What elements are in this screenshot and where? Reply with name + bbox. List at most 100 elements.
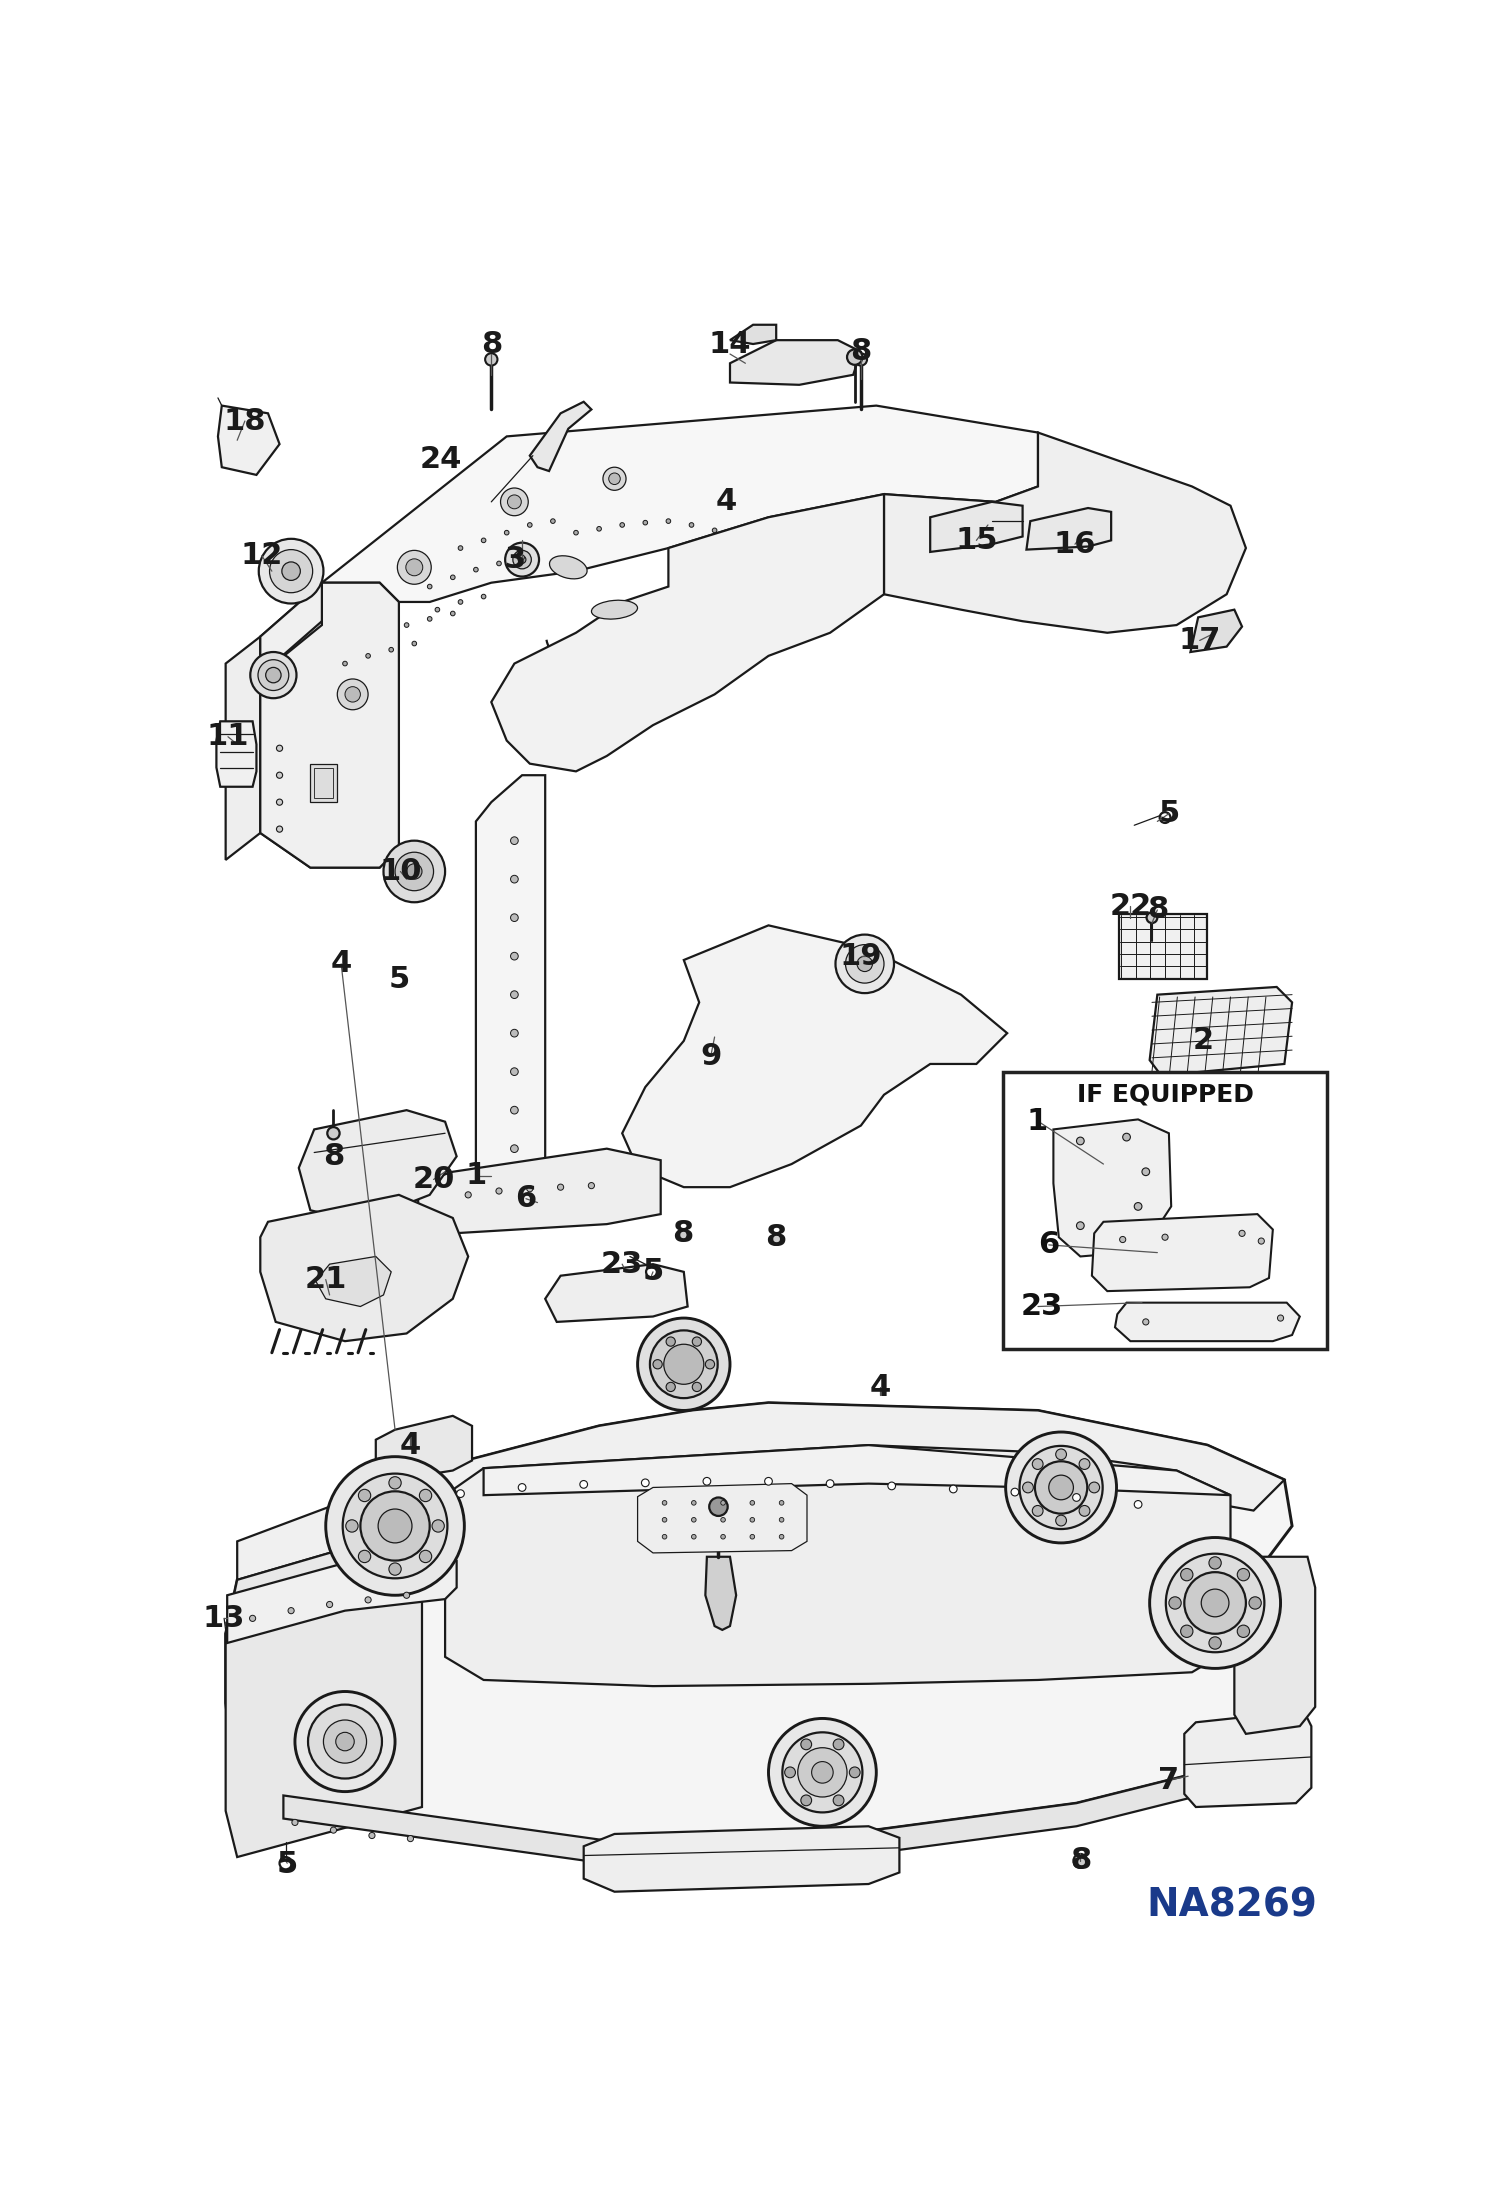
Circle shape	[511, 1068, 518, 1075]
Circle shape	[1056, 1450, 1067, 1461]
Circle shape	[277, 746, 283, 752]
Circle shape	[1180, 1568, 1192, 1581]
Polygon shape	[261, 583, 398, 675]
Circle shape	[1134, 1202, 1141, 1211]
Circle shape	[857, 956, 872, 971]
Circle shape	[481, 537, 485, 542]
Circle shape	[574, 531, 578, 535]
Circle shape	[638, 1318, 730, 1410]
Circle shape	[1165, 1553, 1264, 1651]
Text: 5: 5	[643, 1257, 664, 1287]
Circle shape	[389, 647, 394, 651]
Circle shape	[1146, 912, 1158, 923]
Circle shape	[620, 522, 625, 526]
Circle shape	[496, 1189, 502, 1195]
Circle shape	[389, 1476, 401, 1489]
Text: 19: 19	[839, 941, 882, 971]
Circle shape	[458, 546, 463, 550]
Circle shape	[324, 1719, 367, 1763]
Circle shape	[692, 1338, 701, 1347]
Polygon shape	[261, 583, 398, 868]
Circle shape	[833, 1796, 843, 1805]
Circle shape	[1049, 1476, 1074, 1500]
Circle shape	[692, 1500, 697, 1504]
Circle shape	[481, 594, 485, 599]
Circle shape	[277, 772, 283, 779]
Polygon shape	[237, 1404, 1284, 1579]
Polygon shape	[884, 432, 1246, 634]
Circle shape	[1249, 1597, 1261, 1610]
Text: 14: 14	[709, 329, 750, 357]
Polygon shape	[1115, 1303, 1300, 1342]
Circle shape	[369, 1833, 374, 1838]
Circle shape	[518, 555, 526, 564]
Circle shape	[768, 1719, 876, 1827]
Bar	[1004, 1072, 1327, 1349]
Polygon shape	[730, 340, 861, 384]
Circle shape	[395, 853, 433, 890]
Circle shape	[950, 1485, 957, 1493]
Text: 15: 15	[956, 526, 998, 555]
Text: 6: 6	[515, 1184, 536, 1213]
Text: 11: 11	[207, 721, 249, 752]
Circle shape	[258, 660, 289, 691]
Text: 1: 1	[1026, 1107, 1047, 1136]
Polygon shape	[226, 1526, 422, 1857]
Polygon shape	[530, 401, 592, 471]
Circle shape	[721, 1500, 725, 1504]
Circle shape	[1079, 1458, 1091, 1469]
Circle shape	[596, 526, 601, 531]
Circle shape	[692, 1535, 697, 1539]
Circle shape	[771, 1235, 782, 1246]
Circle shape	[712, 529, 718, 533]
Circle shape	[1185, 1572, 1246, 1634]
Circle shape	[295, 1691, 395, 1792]
Circle shape	[1077, 1138, 1085, 1145]
Circle shape	[662, 1535, 667, 1539]
Circle shape	[427, 583, 431, 590]
Circle shape	[406, 864, 422, 879]
Circle shape	[1162, 1235, 1168, 1241]
Circle shape	[692, 1382, 701, 1393]
Circle shape	[646, 1268, 656, 1276]
Circle shape	[779, 1500, 783, 1504]
Circle shape	[250, 1616, 256, 1621]
Circle shape	[1159, 811, 1170, 822]
Circle shape	[721, 1518, 725, 1522]
Circle shape	[709, 1498, 728, 1515]
Circle shape	[1074, 1853, 1088, 1868]
Circle shape	[434, 607, 440, 612]
Circle shape	[608, 474, 620, 485]
Text: 8: 8	[1147, 895, 1168, 925]
Circle shape	[511, 991, 518, 998]
Polygon shape	[1185, 1711, 1311, 1807]
Circle shape	[1005, 1432, 1116, 1544]
Polygon shape	[1149, 987, 1293, 1075]
Circle shape	[1079, 1504, 1091, 1515]
Circle shape	[703, 1478, 710, 1485]
Circle shape	[508, 496, 521, 509]
Circle shape	[518, 1485, 526, 1491]
Circle shape	[706, 1360, 715, 1368]
Circle shape	[855, 353, 867, 366]
Text: 8: 8	[324, 1143, 345, 1171]
Polygon shape	[1234, 1557, 1315, 1735]
Circle shape	[557, 1184, 563, 1191]
Circle shape	[1073, 1493, 1080, 1502]
Circle shape	[343, 1474, 448, 1579]
Text: 10: 10	[379, 857, 421, 886]
Circle shape	[1239, 1230, 1245, 1237]
Circle shape	[331, 1827, 337, 1833]
Circle shape	[836, 934, 894, 993]
Polygon shape	[217, 406, 280, 476]
Polygon shape	[322, 406, 1038, 601]
Circle shape	[277, 827, 283, 831]
Circle shape	[325, 1456, 464, 1594]
Circle shape	[643, 520, 647, 524]
Circle shape	[505, 531, 509, 535]
Text: 20: 20	[412, 1164, 455, 1193]
Polygon shape	[376, 1417, 472, 1480]
Circle shape	[527, 1186, 533, 1191]
Circle shape	[888, 1482, 896, 1489]
Circle shape	[366, 654, 370, 658]
